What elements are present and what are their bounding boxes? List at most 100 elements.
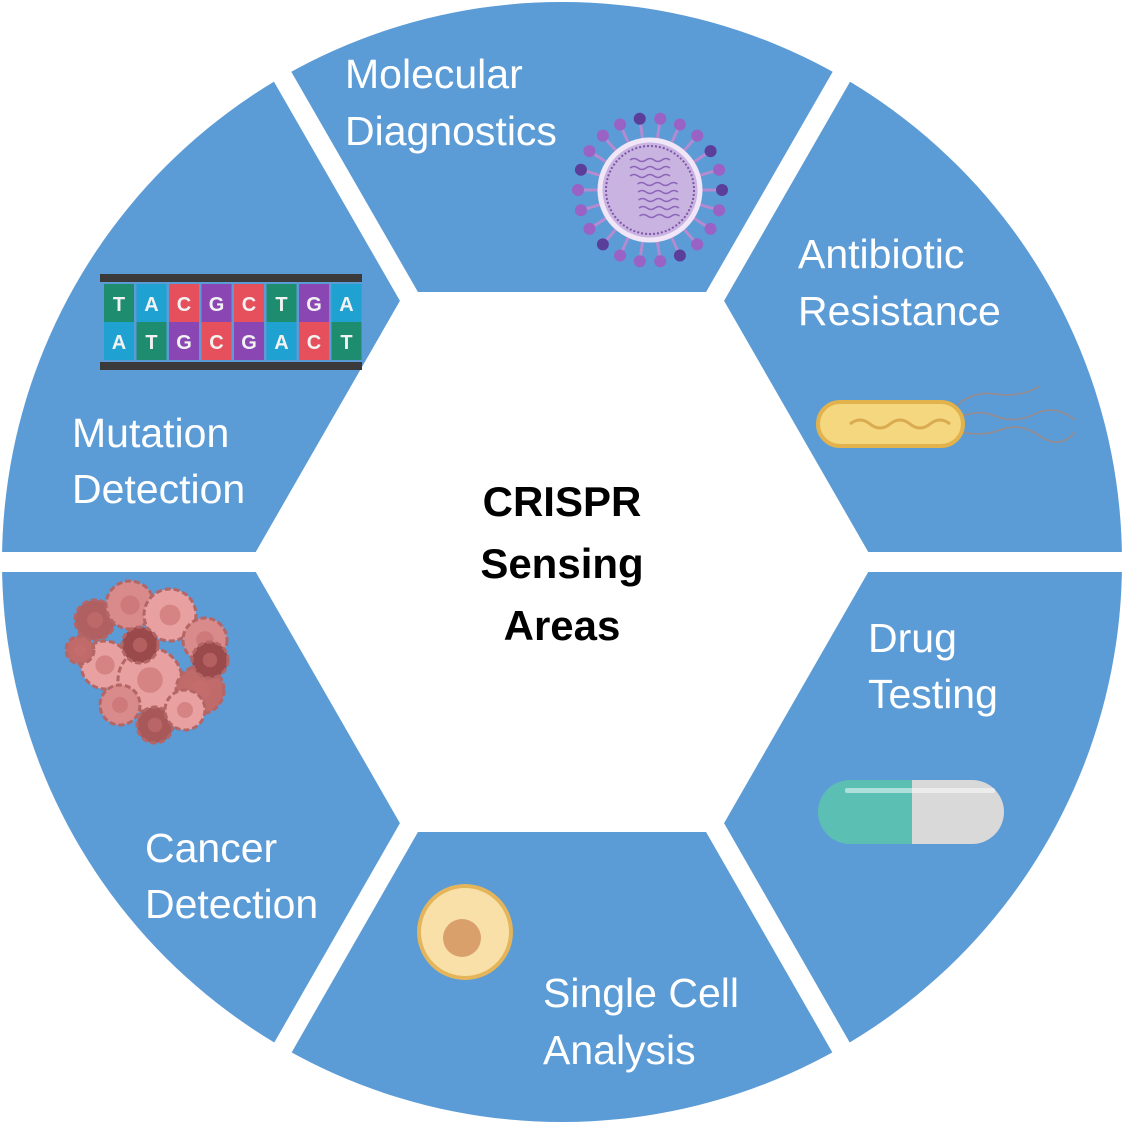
virus-rna — [638, 205, 680, 211]
virus-spike-tip — [713, 163, 726, 176]
cancer-cell-nucleus — [132, 637, 148, 653]
virus-spike-tip — [574, 204, 587, 217]
dna-base-block — [234, 284, 264, 322]
segment-dividers — [0, 15, 1125, 1110]
cancer-cell-nucleus — [74, 644, 86, 656]
dna-base-block — [104, 284, 134, 322]
virus-capsid — [597, 137, 703, 243]
cancer-cell-nucleus — [159, 604, 181, 626]
dna-base-letter: C — [307, 332, 321, 354]
dna-base-letter: G — [306, 294, 322, 316]
cancer-cell-nucleus — [87, 612, 103, 628]
segment-label: Antibiotic — [798, 231, 964, 277]
dna-base-block — [299, 322, 329, 360]
virus-spike-tip — [633, 112, 646, 125]
dna-base-block — [104, 322, 134, 360]
dna-base-block — [299, 284, 329, 322]
segment-label: Molecular — [345, 51, 523, 97]
dna-base-letter: A — [339, 294, 353, 316]
dna-base-letter: A — [274, 332, 288, 354]
segment-mutation-detection: Mutation Detection T A C G C T G AA T G C G A C T — [72, 274, 362, 512]
virus-spike-tip — [713, 204, 726, 217]
virus-rna — [629, 165, 671, 171]
virus-spike-tip — [583, 145, 596, 158]
cell-icon — [417, 884, 513, 980]
cancer-cell-nucleus — [147, 717, 163, 733]
segment-label: Mutation — [72, 410, 229, 456]
virus-icon — [572, 112, 728, 268]
center-title: CRISPR Sensing Areas — [480, 478, 643, 649]
virus-spike-tip — [596, 129, 609, 142]
dna-base-letter: C — [242, 294, 256, 316]
segment-label: Single Cell — [543, 970, 739, 1016]
virus-spike-tip — [614, 118, 627, 131]
dna-base-block — [234, 322, 264, 360]
segment-label: Analysis — [543, 1027, 696, 1073]
dna-base-letter: G — [176, 332, 192, 354]
dna-base-letter: G — [209, 294, 225, 316]
virus-spike-tip — [654, 255, 667, 268]
dna-base-letter: A — [144, 294, 158, 316]
virus-rna — [637, 189, 679, 195]
dna-sequence-icon: T A C G C T G AA T G C G A C T — [100, 274, 362, 370]
virus-rna — [637, 181, 678, 187]
segment-molecular-diagnostics: Molecular Diagnostics — [345, 51, 728, 268]
dna-base-letter: C — [209, 332, 223, 354]
virus-spike-tip — [596, 238, 609, 251]
virus-spike-tip — [704, 145, 717, 158]
center-title-line: Areas — [504, 602, 621, 649]
dna-base-letter: T — [113, 294, 125, 316]
dna-base-block — [201, 284, 232, 322]
dna-base-block — [331, 322, 362, 360]
virus-spike-tip — [691, 238, 704, 251]
dna-base-block — [169, 322, 199, 360]
dna-base-block — [136, 284, 167, 322]
virus-spike-tip — [716, 184, 728, 196]
segment-label: Testing — [868, 671, 998, 717]
dna-base-letter: A — [112, 332, 126, 354]
dna-base-letter: T — [340, 332, 352, 354]
segment-label: Detection — [72, 466, 245, 512]
dna-base-block — [331, 284, 362, 322]
center-title-line: CRISPR — [483, 478, 642, 525]
cancer-cell-nucleus — [112, 697, 128, 713]
center-hexagon — [250, 292, 874, 832]
dna-base-letter: T — [145, 332, 157, 354]
dna-base-letter: G — [241, 332, 257, 354]
center-title-line: Sensing — [480, 540, 643, 587]
virus-spike-tip — [633, 255, 646, 268]
dna-base-block — [136, 322, 167, 360]
virus-spike-tip — [572, 184, 584, 196]
cancer-cell-nucleus — [137, 667, 163, 693]
cancer-cell-nucleus — [120, 595, 140, 615]
segment-antibiotic-resistance: Antibiotic Resistance — [798, 231, 1076, 448]
segment-single-cell-analysis: Single Cell Analysis — [417, 884, 739, 1073]
segment-label: Diagnostics — [345, 108, 557, 154]
virus-rna — [639, 213, 680, 219]
virus-membrane — [605, 145, 695, 235]
virus-spike-tip — [691, 129, 704, 142]
segment-label: Resistance — [798, 288, 1001, 334]
dna-base-letter: C — [177, 294, 191, 316]
virus-spike-tip — [614, 249, 627, 262]
pill-capsule-icon — [818, 780, 1004, 844]
dna-base-block — [201, 322, 232, 360]
virus-spike-tip — [673, 118, 686, 131]
dna-base-block — [266, 284, 297, 322]
segment-label: Drug — [868, 615, 957, 661]
segment-drug-testing: Drug Testing — [818, 615, 1004, 844]
virus-rna — [629, 157, 671, 163]
virus-spike-tip — [654, 112, 667, 125]
dna-base-letter: T — [275, 294, 287, 316]
virus-rna — [629, 173, 671, 179]
virus-rna — [638, 197, 679, 203]
cancer-cell-nucleus — [202, 652, 218, 668]
virus-spike-tip — [673, 249, 686, 262]
virus-spike-tip — [574, 163, 587, 176]
cancer-cell-nucleus — [95, 655, 115, 675]
cancer-cells-icon — [64, 579, 230, 745]
dna-base-block — [169, 284, 199, 322]
virus-spike-tip — [583, 222, 596, 235]
virus-spike-tip — [704, 222, 717, 235]
